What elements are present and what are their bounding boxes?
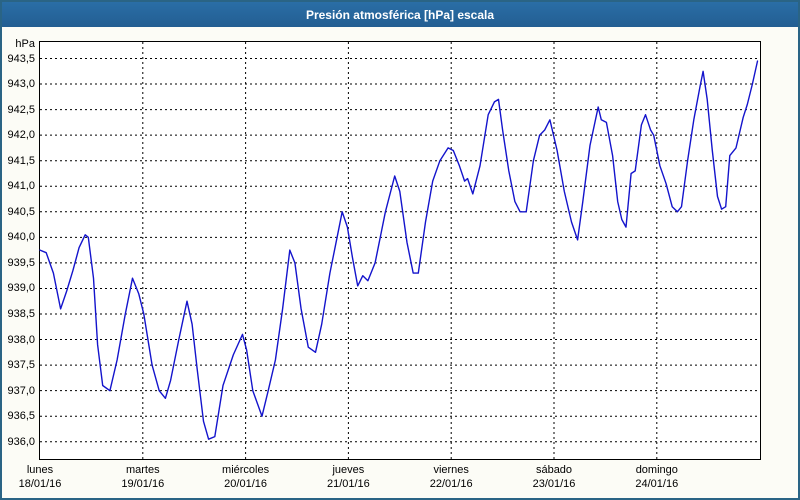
y-tick-label: 937,5 — [7, 359, 35, 372]
y-tick-label: 940,5 — [7, 205, 35, 218]
x-day-date: 19/01/16 — [121, 478, 165, 490]
y-tick-label: 939,5 — [7, 256, 35, 269]
x-day-date: 21/01/16 — [326, 478, 370, 490]
x-day-date: 20/01/16 — [224, 478, 267, 490]
plot-area — [39, 41, 761, 460]
x-day-date: 24/01/16 — [635, 478, 679, 490]
pressure-line — [39, 60, 759, 440]
y-tick-label: 942,0 — [7, 129, 35, 142]
y-tick-label: 942,5 — [7, 103, 35, 116]
y-tick-label: 939,0 — [7, 282, 35, 295]
y-tick-label: 936,0 — [7, 435, 35, 448]
x-day-date: 18/01/16 — [18, 478, 62, 490]
x-day-name: sábado — [535, 464, 573, 476]
y-tick-label: 941,0 — [7, 180, 35, 193]
y-tick-label: 943,0 — [7, 78, 35, 91]
x-day-label: viernes 22/01/16 — [403, 463, 499, 491]
y-tick-label: 936,5 — [7, 410, 35, 423]
x-day-label: domingo 24/01/16 — [609, 463, 705, 491]
y-axis-unit-label: hPa — [15, 38, 35, 50]
x-day-label: martes 19/01/16 — [95, 463, 191, 491]
y-tick-label: 938,5 — [7, 308, 35, 320]
y-tick-label: 940,0 — [7, 231, 35, 244]
y-tick-label: 941,5 — [7, 154, 35, 167]
y-tick-label: 937,0 — [7, 384, 35, 397]
x-day-date: 23/01/16 — [532, 478, 576, 490]
x-day-name: miércoles — [222, 464, 270, 476]
x-day-label: jueves 21/01/16 — [300, 463, 396, 491]
x-day-name: lunes — [26, 464, 54, 476]
x-day-label: miércoles 20/01/16 — [198, 463, 294, 491]
x-day-date: 22/01/16 — [429, 478, 473, 490]
x-day-label: lunes 18/01/16 — [2, 463, 88, 491]
chart-title: Presión atmosférica [hPa] escala — [305, 7, 495, 22]
x-day-name: martes — [125, 464, 160, 476]
plot-border — [39, 41, 761, 460]
x-day-name: domingo — [635, 464, 678, 476]
x-day-name: jueves — [332, 464, 365, 476]
x-day-label: sábado 23/01/16 — [506, 463, 602, 491]
x-day-name: viernes — [433, 464, 469, 476]
y-tick-label: 938,0 — [7, 333, 35, 346]
y-tick-label: 943,5 — [7, 52, 35, 65]
chart-title-bar: Presión atmosférica [hPa] escala — [2, 2, 798, 27]
